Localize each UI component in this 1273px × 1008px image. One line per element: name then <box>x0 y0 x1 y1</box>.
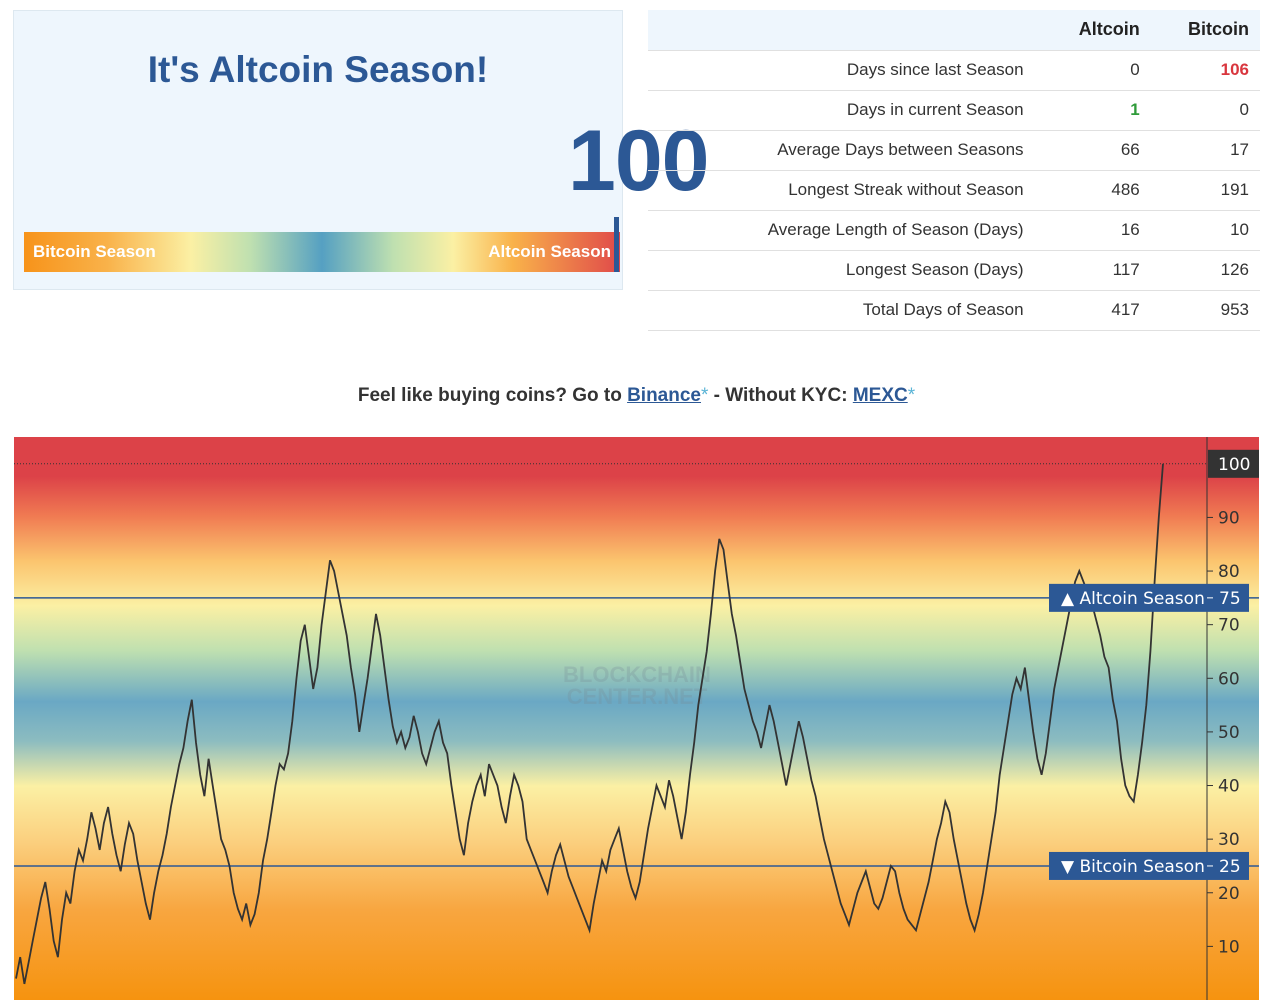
y-tick-label: 90 <box>1218 508 1240 528</box>
header-bitcoin: Bitcoin <box>1188 19 1249 40</box>
table-row: Longest Season (Days) 117 126 <box>648 250 1260 290</box>
altcoin-value: 1 <box>1130 100 1140 119</box>
season-index-value: 100 <box>568 113 709 209</box>
row-label: Average Length of Season (Days) <box>767 220 1024 239</box>
y-tick-label: 40 <box>1218 777 1240 797</box>
current-value-text: 100 <box>1218 455 1250 475</box>
threshold-label-text: ▲ Altcoin Season <box>1061 589 1205 609</box>
altcoin-value: 66 <box>1120 140 1140 159</box>
binance-link[interactable]: Binance <box>627 385 701 406</box>
y-tick-label: 70 <box>1218 616 1240 636</box>
table-row: Days in current Season 1 0 <box>648 90 1260 130</box>
header-altcoin: Altcoin <box>1078 19 1140 40</box>
promo-middle: - Without KYC: <box>708 385 853 406</box>
y-tick-label: 60 <box>1218 669 1240 689</box>
y-tick-label: 50 <box>1218 723 1240 743</box>
bitcoin-value: 191 <box>1220 180 1249 199</box>
altcoin-value: 0 <box>1130 60 1140 79</box>
altcoin-value: 16 <box>1120 220 1140 239</box>
table-header-row: Altcoin Bitcoin <box>648 10 1260 50</box>
altcoin-value: 486 <box>1111 180 1140 199</box>
season-stats-table: Altcoin Bitcoin Days since last Season 0… <box>648 10 1260 331</box>
promo-prefix: Feel like buying coins? Go to <box>357 385 628 406</box>
altcoin-value: 417 <box>1111 300 1140 319</box>
season-panel: It's Altcoin Season! Bitcoin Season Altc… <box>13 10 623 290</box>
y-tick-label: 80 <box>1218 562 1240 582</box>
row-label: Longest Season (Days) <box>845 260 1024 279</box>
threshold-label: ▼ Bitcoin Season 25 <box>1049 851 1249 880</box>
table-row: Longest Streak without Season 486 191 <box>648 170 1260 210</box>
table-row: Days since last Season 0 106 <box>648 50 1260 90</box>
row-label: Average Days between Seasons <box>777 140 1024 159</box>
table-row: Average Days between Seasons 66 17 <box>648 130 1260 170</box>
altcoin-value: 117 <box>1112 260 1140 279</box>
y-tick-label: 10 <box>1218 937 1240 957</box>
table-row: Total Days of Season 417 953 <box>648 290 1260 330</box>
season-scale-bar: Bitcoin Season Altcoin Season <box>24 232 620 272</box>
y-axis-ticks: 10 20 30 40 50 60 70 80 90 <box>1207 508 1240 957</box>
y-tick-label: 30 <box>1218 830 1240 850</box>
watermark-text: BLOCKCHAIN <box>563 662 711 687</box>
mexc-link[interactable]: MEXC <box>852 385 908 406</box>
promo-line: Feel like buying coins? Go to Binance* -… <box>0 385 1273 407</box>
threshold-value-text: 25 <box>1219 857 1241 877</box>
row-label: Days since last Season <box>846 60 1024 79</box>
bitcoin-value: 953 <box>1220 300 1249 319</box>
binance-star: * <box>701 385 709 406</box>
row-label: Total Days of Season <box>862 300 1024 319</box>
season-title: It's Altcoin Season! <box>147 49 489 90</box>
row-label: Days in current Season <box>846 100 1024 119</box>
bitcoin-value: 106 <box>1220 60 1249 79</box>
bitcoin-value: 126 <box>1220 260 1249 279</box>
table-row: Average Length of Season (Days) 16 10 <box>648 210 1260 250</box>
threshold-label-text: ▼ Bitcoin Season <box>1061 857 1205 877</box>
bitcoin-value: 17 <box>1230 140 1249 159</box>
watermark-text: CENTER.NET <box>567 684 708 709</box>
bitcoin-value: 0 <box>1239 100 1249 119</box>
row-label: Longest Streak without Season <box>788 180 1024 199</box>
scale-left-label: Bitcoin Season <box>33 242 156 261</box>
threshold-label: ▲ Altcoin Season 75 <box>1049 583 1249 612</box>
y-tick-label: 20 <box>1218 884 1240 904</box>
threshold-value-text: 75 <box>1219 589 1241 609</box>
threshold-labels: ▲ Altcoin Season 75 ▼ Bitcoin Season 25 <box>1049 583 1249 880</box>
current-value-label: 100 <box>1208 449 1259 478</box>
chart-background <box>14 437 1259 1000</box>
scale-position-marker <box>614 217 619 272</box>
scale-right-label: Altcoin Season <box>488 242 611 261</box>
season-index-line <box>15 463 1164 985</box>
bitcoin-value: 10 <box>1230 220 1249 239</box>
mexc-star: * <box>907 385 916 406</box>
